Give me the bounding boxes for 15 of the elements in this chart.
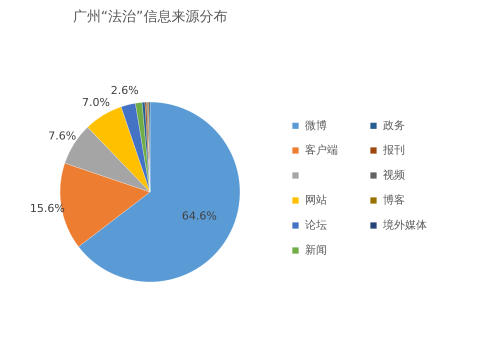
legend-label: 报刊 [382,144,405,156]
legend-label: 微博 [305,118,327,132]
legend-label: 政务 [383,118,405,132]
data-label: 7.0% [82,96,110,110]
legend-label: 网站 [305,194,327,206]
data-label: 64.6% [182,209,217,222]
chart-title: 广州“法治”信息来源分布 [72,9,228,25]
legend-label: 境外媒体 [382,218,427,232]
legend-label: 论坛 [305,218,327,232]
legend-label: 客户端 [305,144,338,156]
legend-label: 视频 [383,168,405,182]
data-label: 2.6% [110,84,139,98]
legend-label: 博客 [383,194,405,206]
legend-label: 新闻 [305,244,327,256]
data-label: 7.6% [48,129,76,142]
